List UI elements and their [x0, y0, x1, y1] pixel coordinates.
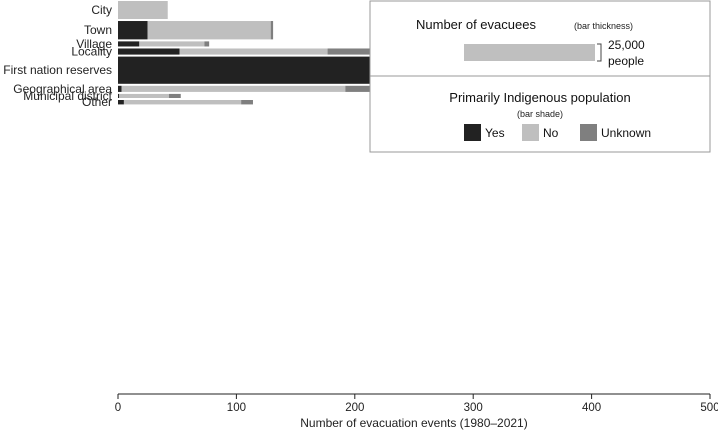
bar-village-no [139, 41, 205, 47]
legend-label-unknown: Unknown [601, 126, 651, 140]
x-tick-label-200: 200 [345, 402, 364, 414]
legend-size-subtitle: (bar thickness) [574, 21, 633, 31]
legend-size-value: 25,000 [608, 38, 645, 52]
legend-size-title: Number of evacuees [416, 17, 536, 32]
legend-size-unit: people [608, 54, 644, 68]
x-tick-label-0: 0 [115, 402, 121, 414]
x-tick-label-300: 300 [464, 402, 483, 414]
legend-shade-title: Primarily Indigenous population [449, 90, 630, 105]
bar-locality-yes [118, 48, 180, 55]
legend: Number of evacuees (bar thickness) 25,00… [369, 0, 711, 153]
x-axis-title: Number of evacuation events (1980–2021) [300, 416, 527, 430]
category-label-first-nation-reserves: First nation reserves [3, 63, 112, 77]
category-label-village: Village [76, 37, 112, 51]
bar-locality-no [179, 48, 328, 55]
category-label-geographical-area: Geographical area [13, 82, 112, 96]
bar-town-unknown [270, 21, 274, 40]
legend-size-bar [464, 44, 595, 61]
legend-shade-entries: Yes No Unknown [464, 124, 651, 141]
x-axis-ticks: 0 100 200 300 400 500 [115, 394, 718, 414]
bar-other-yes [118, 100, 124, 105]
category-label-other: Other [82, 95, 112, 109]
bar-other-unknown [241, 100, 253, 105]
x-tick-label-400: 400 [582, 402, 601, 414]
category-label-locality: Locality [71, 45, 112, 59]
bar-village-yes [118, 41, 140, 47]
legend-label-no: No [543, 126, 559, 140]
legend-size-bracket [597, 43, 602, 62]
bar-town-no [147, 21, 271, 40]
legend-swatch-unknown [580, 124, 597, 141]
x-tick-label-500: 500 [700, 402, 718, 414]
bar-municipal-district-yes [118, 93, 120, 98]
x-tick-label-100: 100 [227, 402, 246, 414]
bar-geographical-area-no [121, 85, 346, 92]
legend-swatch-no [522, 124, 539, 141]
legend-shade-subtitle: (bar shade) [517, 109, 563, 119]
bar-municipal-district-unknown [168, 93, 181, 98]
category-label-city: City [91, 3, 112, 17]
bar-city-no [118, 1, 168, 20]
bar-town-yes [118, 21, 148, 40]
bar-other-no [123, 100, 242, 105]
legend-label-yes: Yes [485, 126, 505, 140]
bar-geographical-area-yes [118, 85, 122, 92]
category-label-town: Town [84, 23, 112, 37]
category-label-municipal-district: Municipal district [23, 89, 112, 103]
legend-swatch-yes [464, 124, 481, 141]
bar-village-unknown [204, 41, 210, 47]
bar-municipal-district-no [119, 93, 169, 98]
